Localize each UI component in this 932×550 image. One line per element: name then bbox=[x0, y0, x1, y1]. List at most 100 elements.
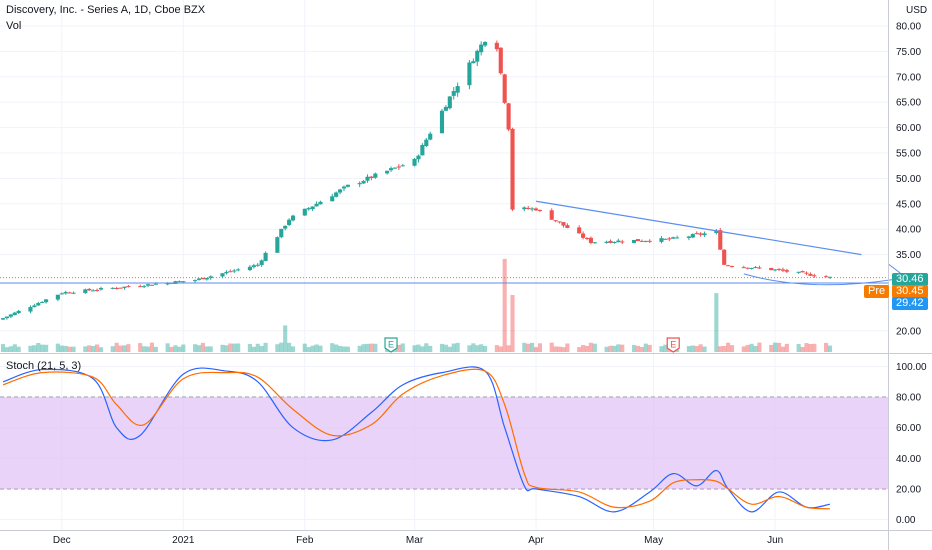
candle-body[interactable] bbox=[357, 183, 362, 185]
candle-body[interactable] bbox=[808, 273, 813, 276]
candle-body[interactable] bbox=[71, 292, 76, 294]
candle-body[interactable] bbox=[749, 267, 754, 269]
stoch-d-line[interactable] bbox=[2, 368, 831, 510]
candles[interactable] bbox=[0, 40, 833, 320]
candle-body[interactable] bbox=[647, 240, 652, 242]
candle-body[interactable] bbox=[388, 168, 394, 171]
candle-body[interactable] bbox=[471, 61, 476, 64]
candle-body[interactable] bbox=[757, 267, 762, 269]
candle-body[interactable] bbox=[83, 289, 88, 293]
candle-body[interactable] bbox=[557, 221, 562, 223]
candle-body[interactable] bbox=[690, 234, 695, 238]
candle-body[interactable] bbox=[827, 276, 833, 278]
candle-body[interactable] bbox=[196, 278, 202, 280]
candle-body[interactable] bbox=[28, 307, 33, 312]
candle-body[interactable] bbox=[302, 208, 307, 216]
candle-body[interactable] bbox=[306, 208, 311, 210]
volume-legend[interactable]: Vol bbox=[6, 20, 22, 32]
candle-body[interactable] bbox=[275, 237, 280, 253]
candle-body[interactable] bbox=[475, 50, 480, 62]
candle-body[interactable] bbox=[232, 270, 237, 272]
candle-body[interactable] bbox=[745, 267, 750, 269]
candle-body[interactable] bbox=[800, 271, 805, 273]
candle-body[interactable] bbox=[145, 284, 151, 286]
candle-body[interactable] bbox=[95, 290, 100, 292]
candle-body[interactable] bbox=[494, 42, 499, 50]
candle-body[interactable] bbox=[553, 220, 558, 222]
candle-body[interactable] bbox=[608, 240, 613, 243]
candle-body[interactable] bbox=[55, 294, 60, 300]
candle-body[interactable] bbox=[804, 272, 809, 274]
candle-body[interactable] bbox=[773, 269, 778, 271]
symbol-title[interactable]: Discovery, Inc. - Series A, 1D, Cboe BZX bbox=[6, 4, 206, 16]
candle-body[interactable] bbox=[263, 252, 268, 261]
candle-body[interactable] bbox=[338, 189, 343, 193]
candle-body[interactable] bbox=[392, 167, 398, 169]
candle-body[interactable] bbox=[726, 265, 731, 267]
candle-body[interactable] bbox=[114, 287, 119, 289]
candle-body[interactable] bbox=[447, 96, 452, 109]
candle-body[interactable] bbox=[251, 265, 256, 268]
candle-body[interactable] bbox=[192, 280, 198, 282]
candle-body[interactable] bbox=[577, 227, 582, 234]
candle-body[interactable] bbox=[439, 110, 445, 134]
candle-body[interactable] bbox=[639, 240, 644, 242]
candle-body[interactable] bbox=[181, 281, 186, 283]
candle-body[interactable] bbox=[287, 219, 292, 226]
candle-body[interactable] bbox=[698, 233, 703, 235]
candle-body[interactable] bbox=[224, 271, 229, 274]
candle-body[interactable] bbox=[153, 283, 158, 285]
candle-body[interactable] bbox=[122, 286, 127, 288]
candle-body[interactable] bbox=[565, 225, 570, 228]
candle-body[interactable] bbox=[588, 237, 593, 243]
candle-body[interactable] bbox=[533, 208, 539, 211]
candle-body[interactable] bbox=[369, 176, 374, 179]
candle-body[interactable] bbox=[177, 281, 182, 283]
stoch-legend[interactable]: Stoch (21, 5, 3) bbox=[6, 360, 82, 372]
candle-body[interactable] bbox=[753, 266, 758, 268]
candle-body[interactable] bbox=[526, 207, 531, 210]
candle-body[interactable] bbox=[824, 276, 829, 278]
candle-body[interactable] bbox=[530, 208, 535, 210]
candle-body[interactable] bbox=[549, 210, 554, 220]
resistance-trendline[interactable] bbox=[535, 200, 862, 256]
candle-body[interactable] bbox=[467, 62, 472, 86]
candle-body[interactable] bbox=[537, 209, 543, 211]
candle-body[interactable] bbox=[247, 266, 252, 271]
candle-body[interactable] bbox=[722, 249, 727, 265]
candle-body[interactable] bbox=[584, 237, 590, 239]
candle-body[interactable] bbox=[290, 215, 296, 221]
candle-body[interactable] bbox=[424, 139, 429, 146]
candle-body[interactable] bbox=[729, 266, 735, 268]
candle-body[interactable] bbox=[667, 238, 672, 240]
candle-body[interactable] bbox=[592, 242, 597, 244]
candle-body[interactable] bbox=[483, 41, 488, 46]
candle-body[interactable] bbox=[718, 230, 723, 250]
candle-body[interactable] bbox=[428, 133, 433, 140]
candle-body[interactable] bbox=[334, 192, 339, 197]
candle-body[interactable] bbox=[694, 233, 699, 235]
candle-body[interactable] bbox=[769, 267, 774, 271]
stoch-lines[interactable] bbox=[2, 366, 831, 513]
candle-body[interactable] bbox=[314, 203, 319, 207]
candle-body[interactable] bbox=[581, 233, 586, 238]
candle-body[interactable] bbox=[44, 299, 49, 303]
candle-body[interactable] bbox=[149, 284, 154, 286]
candle-body[interactable] bbox=[412, 158, 417, 166]
candle-body[interactable] bbox=[522, 207, 527, 210]
candle-body[interactable] bbox=[780, 269, 786, 271]
earnings-marker[interactable]: E bbox=[666, 337, 680, 353]
earnings-marker[interactable]: E bbox=[384, 337, 398, 353]
candle-body[interactable] bbox=[620, 241, 625, 243]
candle-body[interactable] bbox=[741, 267, 746, 269]
candle-body[interactable] bbox=[451, 91, 456, 96]
candle-body[interactable] bbox=[604, 241, 609, 244]
candle-body[interactable] bbox=[87, 288, 92, 291]
candle-body[interactable] bbox=[373, 173, 378, 178]
candle-body[interactable] bbox=[59, 293, 64, 295]
candle-body[interactable] bbox=[200, 277, 205, 280]
candle-body[interactable] bbox=[400, 165, 405, 167]
candle-body[interactable] bbox=[420, 144, 425, 156]
candle-body[interactable] bbox=[714, 230, 719, 233]
